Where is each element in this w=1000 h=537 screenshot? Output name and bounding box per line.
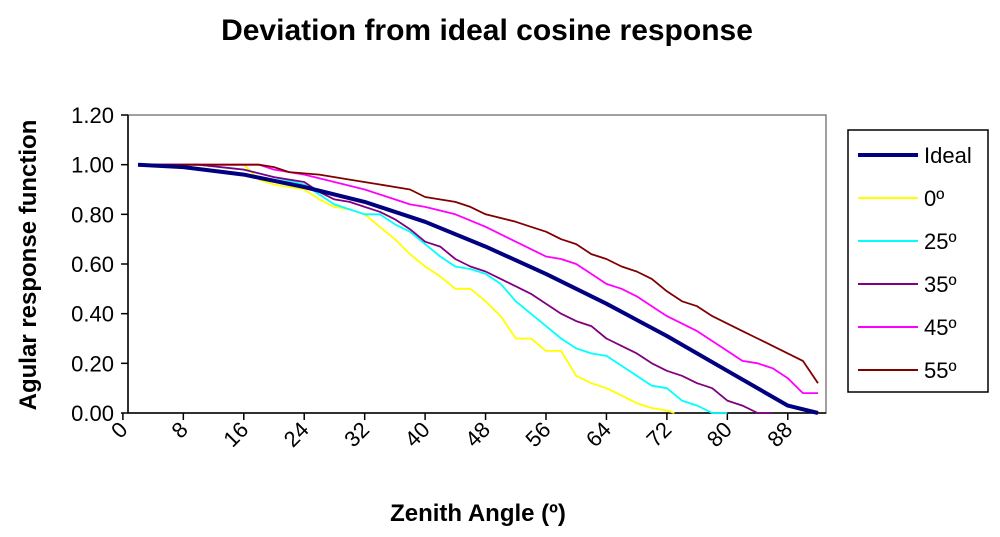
x-tick-label: 64 xyxy=(581,417,616,452)
legend-label: Ideal xyxy=(924,143,972,168)
x-tick-label: 56 xyxy=(521,417,556,452)
x-tick-label: 80 xyxy=(702,417,737,452)
legend-box xyxy=(847,129,989,393)
legend-label: 55º xyxy=(924,358,957,383)
x-tick-label: 16 xyxy=(218,417,253,452)
x-tick-label: 88 xyxy=(762,417,797,452)
series-line-3 xyxy=(138,163,773,414)
x-tick-label: 32 xyxy=(339,417,374,452)
x-axis-title: Zenith Angle (º) xyxy=(390,500,566,527)
plot-area: 0.00 0.20 0.40 0.60 0.80 1.00 1.20 0 8 16 24 32 40 48… xyxy=(71,103,827,452)
series-line-5 xyxy=(138,163,819,384)
legend-label: 25º xyxy=(924,229,957,254)
legend-label: 35º xyxy=(924,272,957,297)
y-tick-label: 0.80 xyxy=(71,202,114,227)
y-tick-label: 0.40 xyxy=(71,302,114,327)
x-tick-label: 8 xyxy=(167,417,193,443)
x-tick-label: 48 xyxy=(460,417,495,452)
y-tick-label: 0.00 xyxy=(71,401,114,426)
legend: Ideal 0º 25º 35º 45º 55º xyxy=(847,129,989,393)
y-axis-title: Agular response function xyxy=(15,120,42,411)
legend-label: 45º xyxy=(924,315,957,340)
y-tick-label: 0.20 xyxy=(71,351,114,376)
series-line-2 xyxy=(138,163,728,414)
series-line-4 xyxy=(138,163,818,395)
series-line-1 xyxy=(138,163,675,414)
legend-label: 0º xyxy=(924,186,944,211)
x-tick-label: 24 xyxy=(279,417,314,452)
chart-title: Deviation from ideal cosine response xyxy=(221,14,753,47)
y-tick-label: 1.20 xyxy=(71,103,114,128)
y-tick-label: 1.00 xyxy=(71,153,114,178)
series-line-0 xyxy=(137,162,819,415)
y-tick-label: 0.60 xyxy=(71,252,114,277)
x-tick-label: 0 xyxy=(106,417,132,443)
x-tick-label: 72 xyxy=(641,417,676,452)
x-tick-label: 40 xyxy=(400,417,435,452)
